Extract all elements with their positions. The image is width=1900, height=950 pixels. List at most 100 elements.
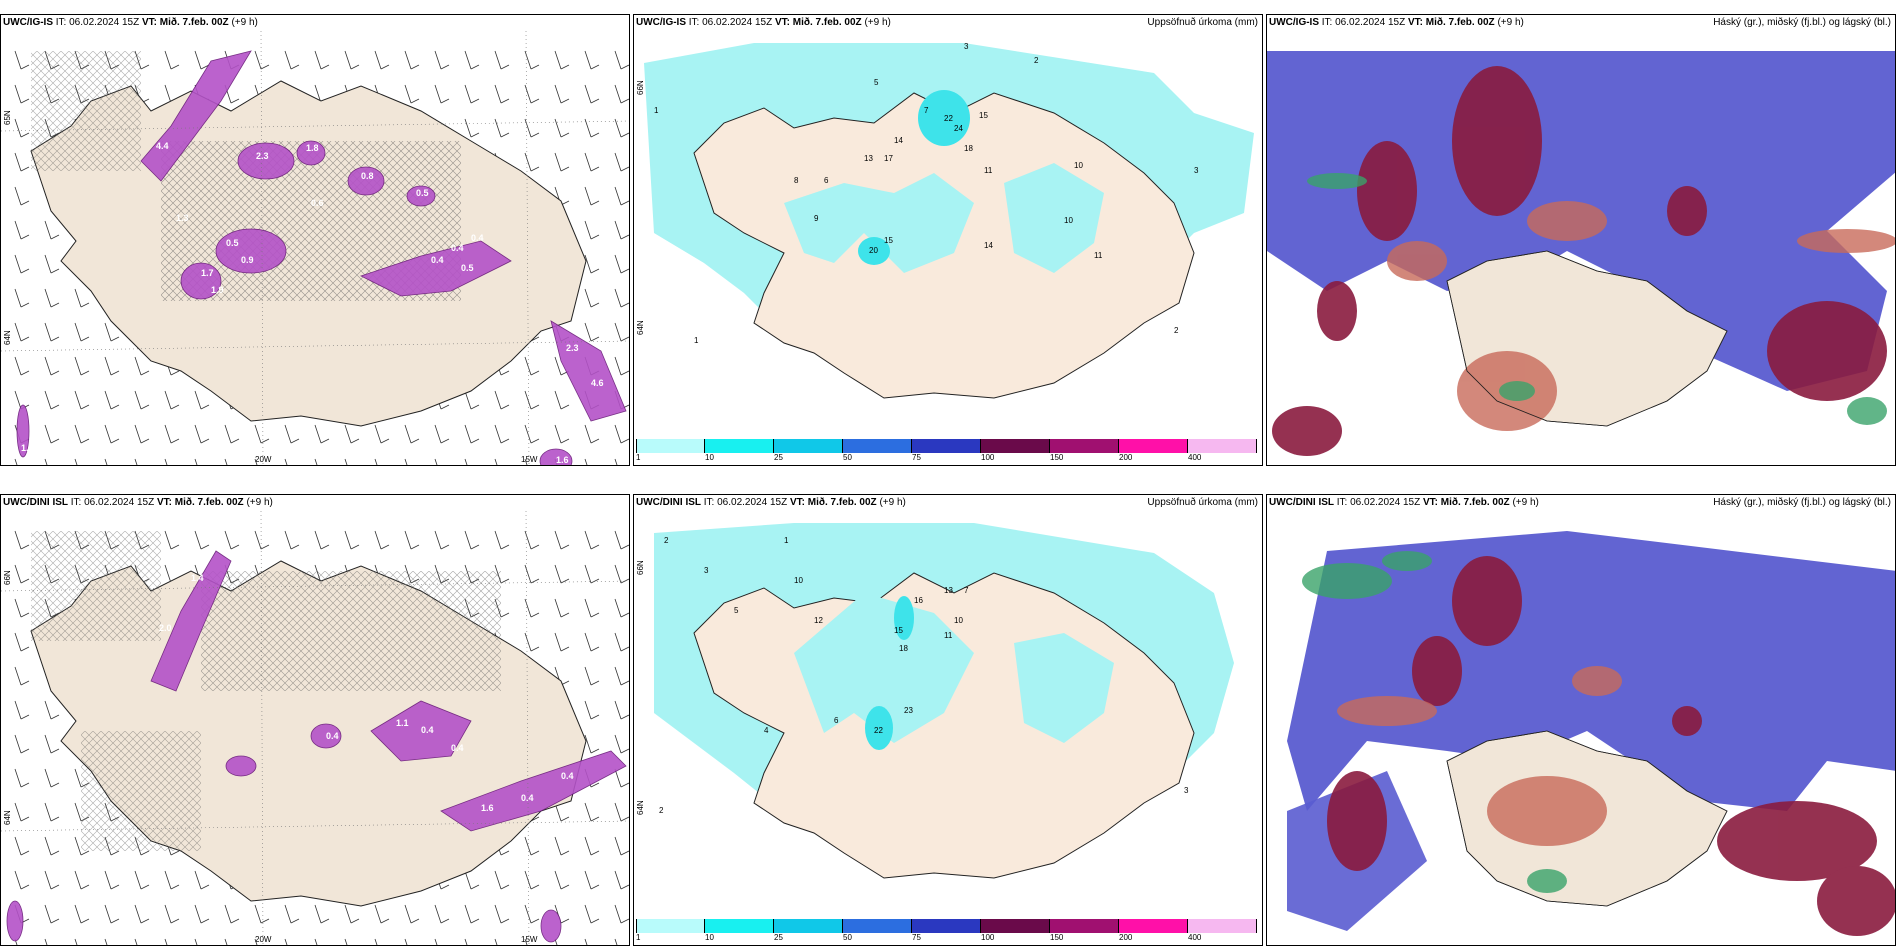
value-label: 20	[869, 246, 878, 255]
icing-value-labels: 4.42.31.80.81.30.50.91.71.90.40.40.50.50…	[21, 141, 604, 465]
wind-barb-icon	[434, 938, 438, 945]
wind-barb-icon	[194, 50, 210, 70]
wind-barb-icon	[584, 666, 600, 686]
wind-barb-icon	[164, 530, 180, 550]
value-label: 12	[814, 616, 823, 625]
wind-barb-icon	[224, 904, 240, 924]
wind-barb-icon	[494, 938, 498, 945]
wind-barb-icon	[194, 390, 210, 410]
wind-barb-icon	[614, 768, 629, 788]
lead-time: (+9 h)	[231, 17, 258, 28]
colorbar-swatch	[1050, 439, 1119, 453]
wind-barb-icon	[14, 700, 30, 720]
value-label: 2.3	[566, 343, 579, 353]
lead-time: (+9 h)	[1497, 17, 1524, 28]
wind-barb-icon	[164, 390, 180, 410]
wind-barb-icon	[464, 390, 480, 410]
map-icing: 4.42.31.80.81.30.50.91.71.90.40.40.50.50…	[1, 31, 629, 465]
lat-label: 66N	[636, 560, 645, 575]
colorbar-swatch	[774, 919, 843, 933]
wind-barb-icon	[584, 598, 600, 618]
wind-barb-icon	[14, 356, 30, 376]
wind-barb-icon	[74, 938, 78, 945]
wind-barb-icon	[494, 530, 510, 550]
colorbar-swatch	[843, 919, 912, 933]
wind-barb-icon	[44, 390, 60, 410]
value-label: 10	[1074, 161, 1083, 170]
wind-barb-icon	[524, 356, 540, 376]
panel-header: UWC/DINI ISL IT: 06.02.2024 15Z VT: Mið.…	[3, 497, 625, 509]
value-label: 5	[874, 78, 879, 87]
wind-barb-icon	[374, 458, 378, 465]
wind-barb-icon	[14, 938, 18, 945]
wind-barb-icon	[44, 322, 60, 342]
value-label: 0.4	[471, 233, 484, 243]
value-label: 2	[659, 806, 664, 815]
wind-barb-icon	[404, 904, 420, 924]
lat-label: 64N	[636, 320, 645, 335]
wind-barb-icon	[104, 870, 120, 890]
lat-label: 64N	[3, 330, 12, 345]
wind-barb-icon	[14, 254, 30, 274]
wind-barb-icon	[524, 598, 540, 618]
colorbar-label: 50	[843, 453, 852, 462]
wind-barb-icon	[74, 904, 90, 924]
value-label: 13	[864, 154, 873, 163]
wind-barb-icon	[134, 870, 150, 890]
wind-barb-icon	[374, 50, 390, 70]
panel-title: Háský (gr.), miðský (fj.bl.) og lágský (…	[1713, 497, 1891, 508]
panel-precip-ig: UWC/IG-IS IT: 06.02.2024 15Z VT: Mið. 7.…	[633, 14, 1263, 466]
wind-barb-icon	[554, 390, 570, 410]
colorbar-label: 150	[1050, 933, 1064, 942]
wind-barb-icon	[494, 904, 510, 924]
valid-time: VT: Mið. 7.feb. 00Z	[156, 497, 244, 508]
wind-barb-icon	[614, 530, 629, 550]
lead-time: (+9 h)	[879, 497, 906, 508]
wind-barb-icon	[524, 530, 540, 550]
wind-barb-icon	[44, 938, 48, 945]
model-name: UWC/DINI ISL	[3, 497, 68, 508]
model-name: UWC/DINI ISL	[1269, 497, 1334, 508]
value-label: 9	[814, 214, 819, 223]
panel-title: Uppsöfnuð úrkoma (mm)	[1147, 497, 1258, 508]
model-name: UWC/IG-IS	[3, 17, 53, 28]
value-label: 1.2	[21, 443, 34, 453]
wind-barb-icon	[14, 530, 30, 550]
wind-barb-icon	[74, 390, 90, 410]
value-label: 22	[874, 726, 883, 735]
wind-barb-icon	[554, 84, 570, 104]
wind-barb-icon	[524, 836, 540, 856]
wind-barb-icon	[524, 50, 540, 70]
wind-barb-icon	[344, 938, 348, 945]
wind-barb-icon	[134, 356, 150, 376]
wind-barb-icon	[584, 632, 600, 652]
value-label: 1	[654, 106, 659, 115]
value-label: 2.0	[159, 623, 172, 633]
wind-barb-icon	[224, 458, 228, 465]
wind-barb-icon	[554, 632, 570, 652]
model-name: UWC/IG-IS	[1269, 17, 1319, 28]
value-label: 16	[914, 596, 923, 605]
value-label: 4.6	[591, 378, 604, 388]
value-label: 15	[979, 111, 988, 120]
wind-barb-icon	[554, 530, 570, 550]
panel-precip-dini: UWC/DINI ISL IT: 06.02.2024 15Z VT: Mið.…	[633, 494, 1263, 946]
value-label: 22	[944, 114, 953, 123]
value-label: 1.6	[481, 803, 494, 813]
colorbar-label: 10	[705, 933, 714, 942]
colorbar-swatch	[981, 919, 1050, 933]
wind-barb-icon	[344, 424, 360, 444]
wind-barb-icon	[44, 220, 60, 240]
wind-barb-icon	[614, 322, 629, 342]
lead-time: (+9 h)	[246, 497, 273, 508]
wind-barb-icon	[554, 938, 558, 945]
lead-time: (+9 h)	[864, 17, 891, 28]
value-label: 1	[784, 536, 789, 545]
panel-title: Uppsöfnuð úrkoma (mm)	[1147, 17, 1258, 28]
wind-barb-icon	[584, 424, 600, 444]
value-label: 0.5	[416, 188, 429, 198]
cloud-mid	[1272, 66, 1887, 456]
colorbar-swatch	[1119, 439, 1188, 453]
colorbar-label: 100	[981, 453, 995, 462]
wind-barb-icon	[44, 734, 60, 754]
